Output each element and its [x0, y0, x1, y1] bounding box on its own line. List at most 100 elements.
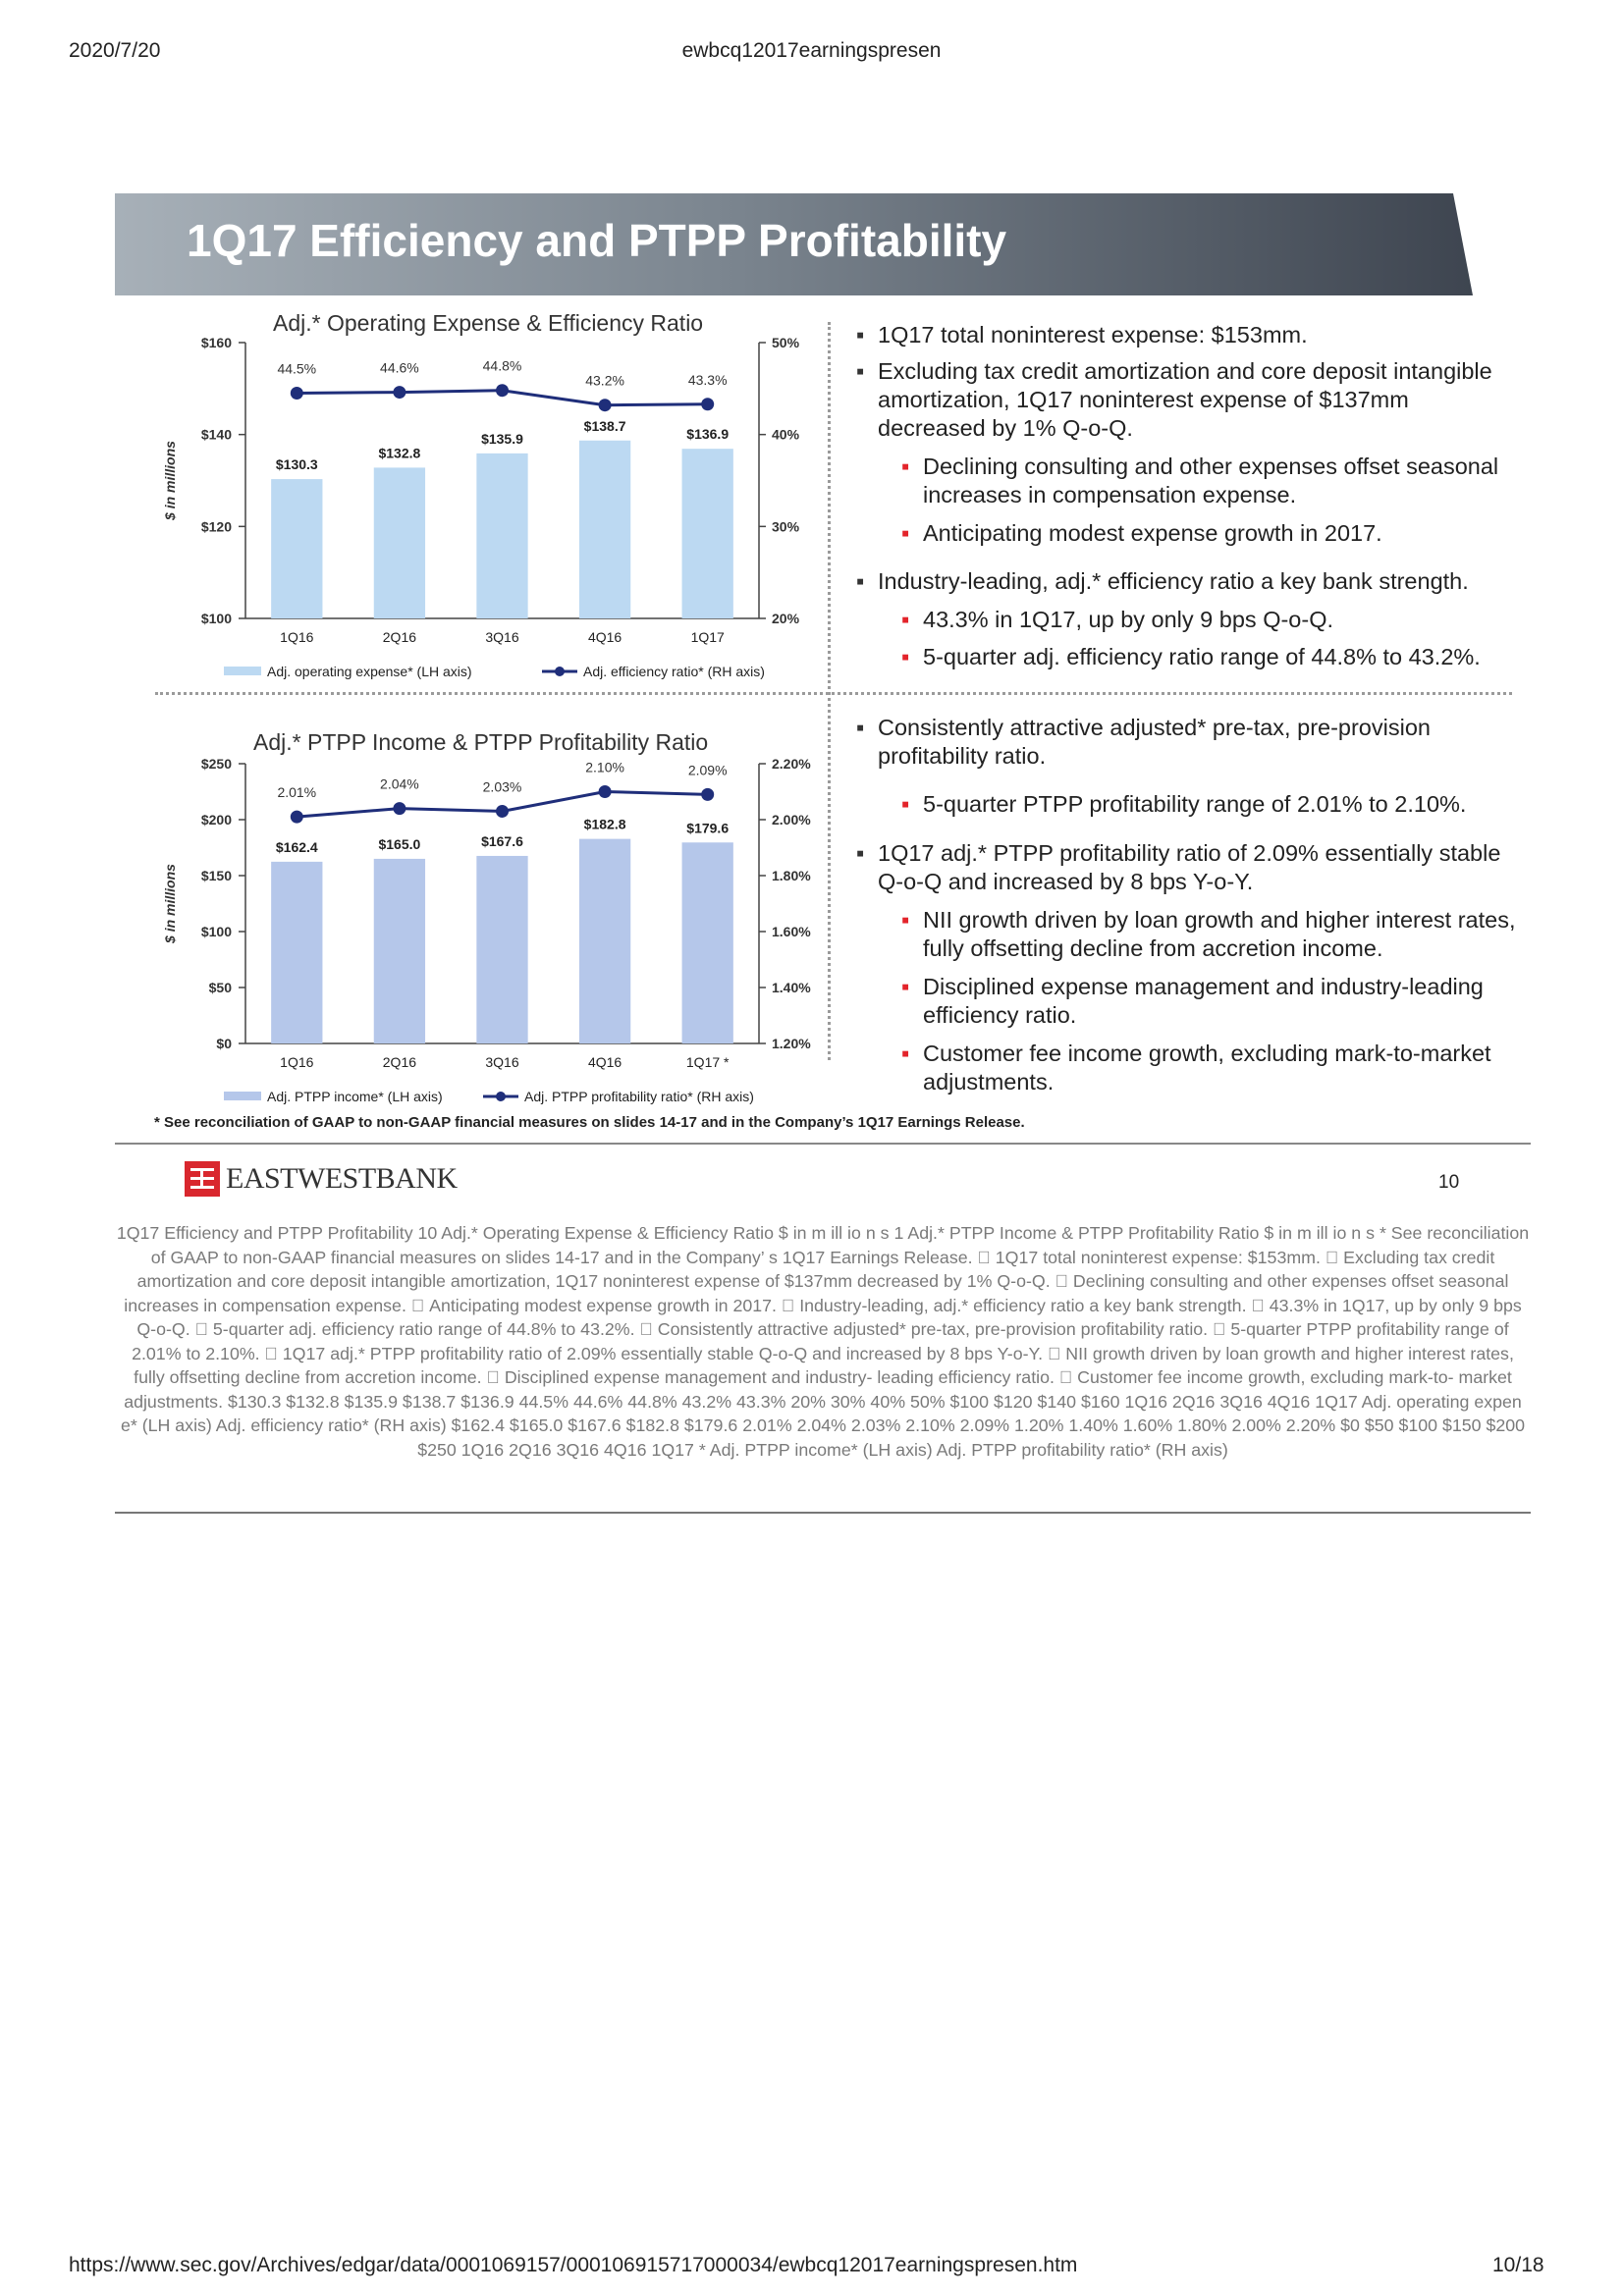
ratio-point [598, 399, 612, 412]
left-axis-tick-label: $250 [201, 756, 232, 772]
title-banner [115, 193, 1473, 295]
category-label: 4Q16 [588, 629, 622, 645]
ratio-point [290, 810, 303, 824]
ratio-value-label: 44.6% [380, 360, 419, 376]
horizontal-divider [155, 692, 1512, 695]
slide-title: 1Q17 Efficiency and PTPP Profitability [187, 215, 1007, 266]
right-axis-tick-label: 1.60% [772, 924, 811, 939]
logo-wordmark: EASTWESTBANK [226, 1162, 458, 1195]
right-axis-tick-label: 40% [772, 427, 800, 443]
bar [476, 855, 528, 1043]
left-axis-tick-label: $50 [209, 980, 233, 995]
bar-value-label: $179.6 [686, 820, 729, 835]
bar-value-label: $138.7 [584, 418, 626, 434]
footer-rule [115, 1143, 1531, 1145]
ratio-point [701, 787, 715, 801]
chart-ptpp-profitability: Adj.* PTPP Income & PTPP Profitability R… [162, 729, 811, 1104]
right-axis-tick-label: 2.00% [772, 812, 811, 828]
left-axis-tick-label: $100 [201, 924, 232, 939]
ratio-point [701, 398, 715, 411]
left-axis-tick-label: $120 [201, 518, 232, 534]
ratio-point [496, 804, 509, 818]
legend-label-bar: Adj. PTPP income* (LH axis) [267, 1089, 443, 1104]
ratio-value-label: 44.5% [277, 361, 316, 377]
print-url: https://www.sec.gov/Archives/edgar/data/… [69, 2254, 1078, 2276]
left-axis-tick-label: $100 [201, 611, 232, 626]
bullet-bottom-6: Customer fee income growth, excluding ma… [901, 1040, 1522, 1096]
bar-value-label: $132.8 [378, 445, 420, 460]
bar [578, 838, 631, 1043]
bar [271, 479, 323, 618]
category-label: 1Q16 [280, 629, 313, 645]
bank-logo-icon [185, 1161, 220, 1197]
category-label: 2Q16 [383, 629, 416, 645]
print-doc-title: ewbcq12017earningspresen [681, 39, 942, 62]
bullet-bottom-3: 1Q17 adj.* PTPP profitability ratio of 2… [856, 839, 1516, 896]
ratio-point [393, 386, 406, 400]
legend-swatch-bar [224, 667, 261, 675]
right-axis-tick-label: 1.20% [772, 1036, 811, 1051]
legend-label-line: Adj. efficiency ratio* (RH axis) [583, 664, 765, 679]
ratio-value-label: 2.01% [277, 784, 316, 800]
bullet-top-7: 5-quarter adj. efficiency ratio range of… [901, 643, 1522, 671]
right-axis-tick-label: 2.20% [772, 756, 811, 772]
east-west-bank-logo: EASTWESTBANK [185, 1161, 458, 1197]
category-label: 4Q16 [588, 1054, 622, 1070]
bullet-bottom-5: Disciplined expense management and indus… [901, 973, 1522, 1030]
ratio-value-label: 2.03% [483, 778, 522, 794]
right-axis-tick-label: 1.40% [772, 980, 811, 995]
bullet-bottom-4: NII growth driven by loan growth and hig… [901, 906, 1522, 963]
bar-value-label: $165.0 [378, 836, 420, 852]
ratio-value-label: 43.2% [585, 373, 624, 389]
category-label: 2Q16 [383, 1054, 416, 1070]
right-axis-tick-label: 1.80% [772, 868, 811, 883]
ratio-value-label: 2.04% [380, 776, 419, 792]
slide-footnote: * See reconciliation of GAAP to non-GAAP… [154, 1114, 1025, 1131]
right-axis-tick-label: 30% [772, 518, 800, 534]
bar-value-label: $130.3 [276, 456, 318, 472]
vertical-divider [828, 322, 831, 1060]
ratio-point [598, 785, 612, 798]
slide-number: 10 [1438, 1172, 1460, 1193]
category-label: 1Q16 [280, 1054, 313, 1070]
legend-label-bar: Adj. operating expense* (LH axis) [267, 664, 472, 679]
bar [271, 861, 323, 1043]
bar-value-label: $162.4 [276, 839, 318, 855]
legend-swatch-point [496, 1092, 506, 1101]
left-axis-tick-label: $140 [201, 427, 232, 443]
category-label: 1Q17 [691, 629, 725, 645]
bar [373, 467, 426, 618]
left-axis-tick-label: $160 [201, 335, 232, 350]
ratio-point [496, 384, 509, 398]
bullet-bottom-2: 5-quarter PTPP profitability range of 2.… [901, 790, 1522, 819]
category-label: 3Q16 [485, 1054, 518, 1070]
bar [681, 842, 733, 1043]
ratio-point [393, 802, 406, 816]
bullet-top-2: Excluding tax credit amortization and co… [856, 357, 1516, 443]
bullet-top-3: Declining consulting and other expenses … [901, 453, 1522, 509]
bullet-top-5: Industry-leading, adj.* efficiency ratio… [856, 567, 1516, 596]
print-page-number: 10/18 [1492, 2254, 1544, 2276]
print-date: 2020/7/20 [69, 39, 161, 62]
bullet-top-6: 43.3% in 1Q17, up by only 9 bps Q-o-Q. [901, 606, 1522, 634]
bar [476, 453, 528, 618]
bar [681, 449, 733, 618]
category-label: 3Q16 [485, 629, 518, 645]
ratio-value-label: 43.3% [688, 372, 728, 388]
left-axis-tick-label: $150 [201, 868, 232, 883]
y-axis-label: $ in millions [162, 441, 178, 521]
ratio-point [290, 387, 303, 400]
left-axis-tick-label: $200 [201, 812, 232, 828]
left-axis-tick-label: $0 [216, 1036, 232, 1051]
legend-label-line: Adj. PTPP profitability ratio* (RH axis) [524, 1089, 754, 1104]
bar-value-label: $167.6 [481, 833, 523, 849]
bar-value-label: $136.9 [686, 426, 729, 442]
chart-title: Adj.* PTPP Income & PTPP Profitability R… [253, 729, 708, 755]
chart-title: Adj.* Operating Expense & Efficiency Rat… [273, 310, 703, 336]
bullet-bottom-1: Consistently attractive adjusted* pre-ta… [856, 714, 1516, 771]
chart-opex-efficiency: Adj.* Operating Expense & Efficiency Rat… [162, 310, 800, 679]
bullet-top-1: 1Q17 total noninterest expense: $153mm. [856, 321, 1516, 349]
legend-swatch-point [555, 667, 565, 676]
bullet-top-4: Anticipating modest expense growth in 20… [901, 519, 1522, 548]
bar [578, 440, 631, 618]
